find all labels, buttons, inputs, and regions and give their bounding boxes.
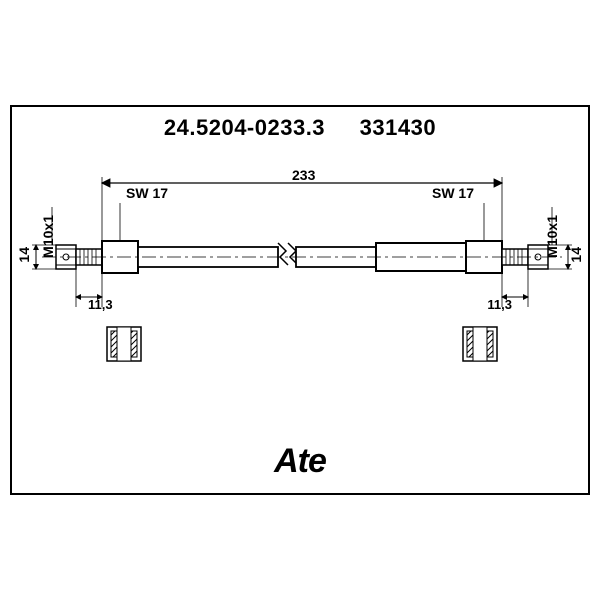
dim-113-left bbox=[76, 269, 102, 307]
title-block: 24.5204-0233.3 331430 bbox=[12, 115, 588, 141]
part-number: 24.5204-0233.3 bbox=[164, 115, 325, 140]
diagram-frame: 24.5204-0233.3 331430 14 M10x1 M10x1 14 … bbox=[10, 105, 590, 495]
alt-number: 331430 bbox=[360, 115, 436, 140]
insert-right bbox=[463, 327, 497, 361]
brand-logo: Ate bbox=[12, 442, 588, 481]
hose-drawing bbox=[12, 147, 592, 407]
dim-113-right bbox=[502, 269, 528, 307]
dim-length bbox=[102, 177, 502, 241]
insert-left bbox=[107, 327, 141, 361]
